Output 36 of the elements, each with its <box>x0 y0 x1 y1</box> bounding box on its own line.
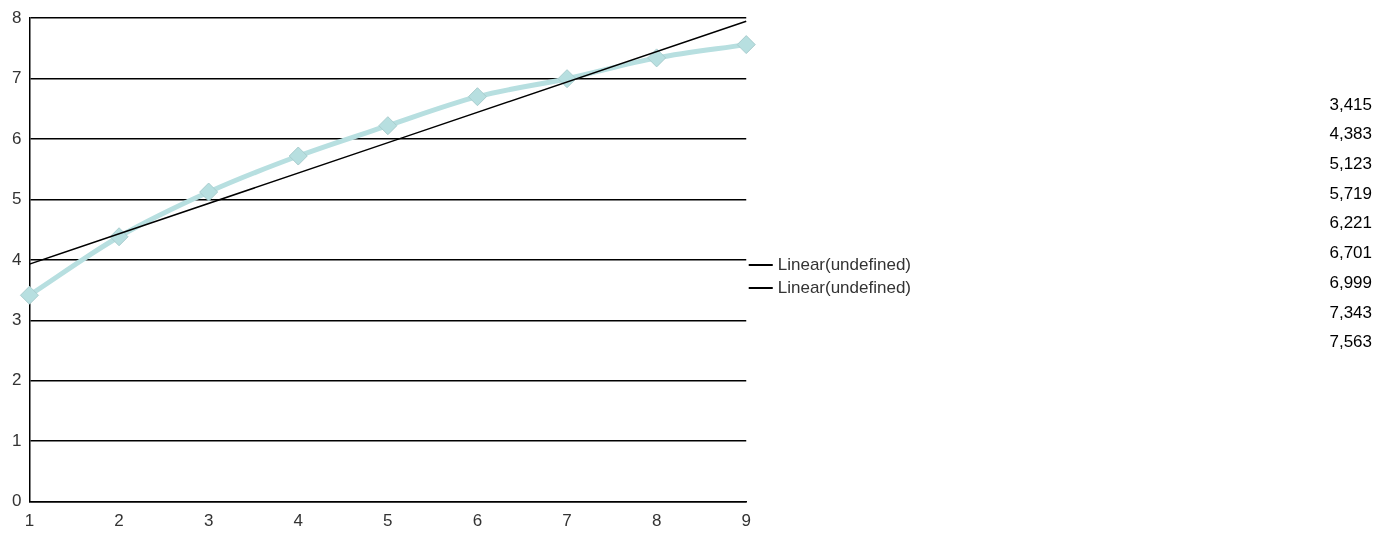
point <box>736 35 756 55</box>
y-tick-label: 3 <box>11 310 22 330</box>
y-tick-label: 6 <box>11 128 22 148</box>
x-tick-label: 6 <box>472 511 483 531</box>
x-tick-label: 8 <box>651 511 662 531</box>
x-tick-label: 4 <box>293 511 303 531</box>
point <box>467 87 487 107</box>
text: 3,415 <box>1329 94 1372 114</box>
x-tick-label: 7 <box>562 511 572 531</box>
text: 6,701 <box>1329 243 1372 263</box>
y-tick-label: 0 <box>11 491 22 511</box>
x-tick-label: 3 <box>203 511 214 531</box>
x-tick-label: 9 <box>741 511 751 531</box>
y-tick-label: 7 <box>11 68 22 88</box>
text: 4,383 <box>1329 124 1372 144</box>
point <box>288 146 308 166</box>
text: 7,343 <box>1329 302 1372 322</box>
legend-label: Linear(undefined) <box>777 277 911 297</box>
text: 6,221 <box>1329 213 1372 233</box>
text: 6,999 <box>1329 272 1372 292</box>
x-tick-label: 1 <box>24 511 35 531</box>
y-tick-label: 5 <box>11 189 22 209</box>
x-tick-label: 2 <box>114 511 124 531</box>
text: 5,123 <box>1329 154 1372 174</box>
point <box>199 182 219 202</box>
point <box>378 116 398 136</box>
y-tick-label: 2 <box>11 370 22 390</box>
point <box>19 285 39 305</box>
y-tick-label: 8 <box>11 7 22 27</box>
point <box>647 48 667 68</box>
y-tick-label: 4 <box>11 249 22 269</box>
legend-label: Linear(undefined) <box>777 254 911 274</box>
text: 5,719 <box>1329 183 1372 203</box>
text: 7,563 <box>1329 332 1372 352</box>
y-tick-label: 1 <box>11 430 22 450</box>
x-tick-label: 5 <box>383 511 393 531</box>
